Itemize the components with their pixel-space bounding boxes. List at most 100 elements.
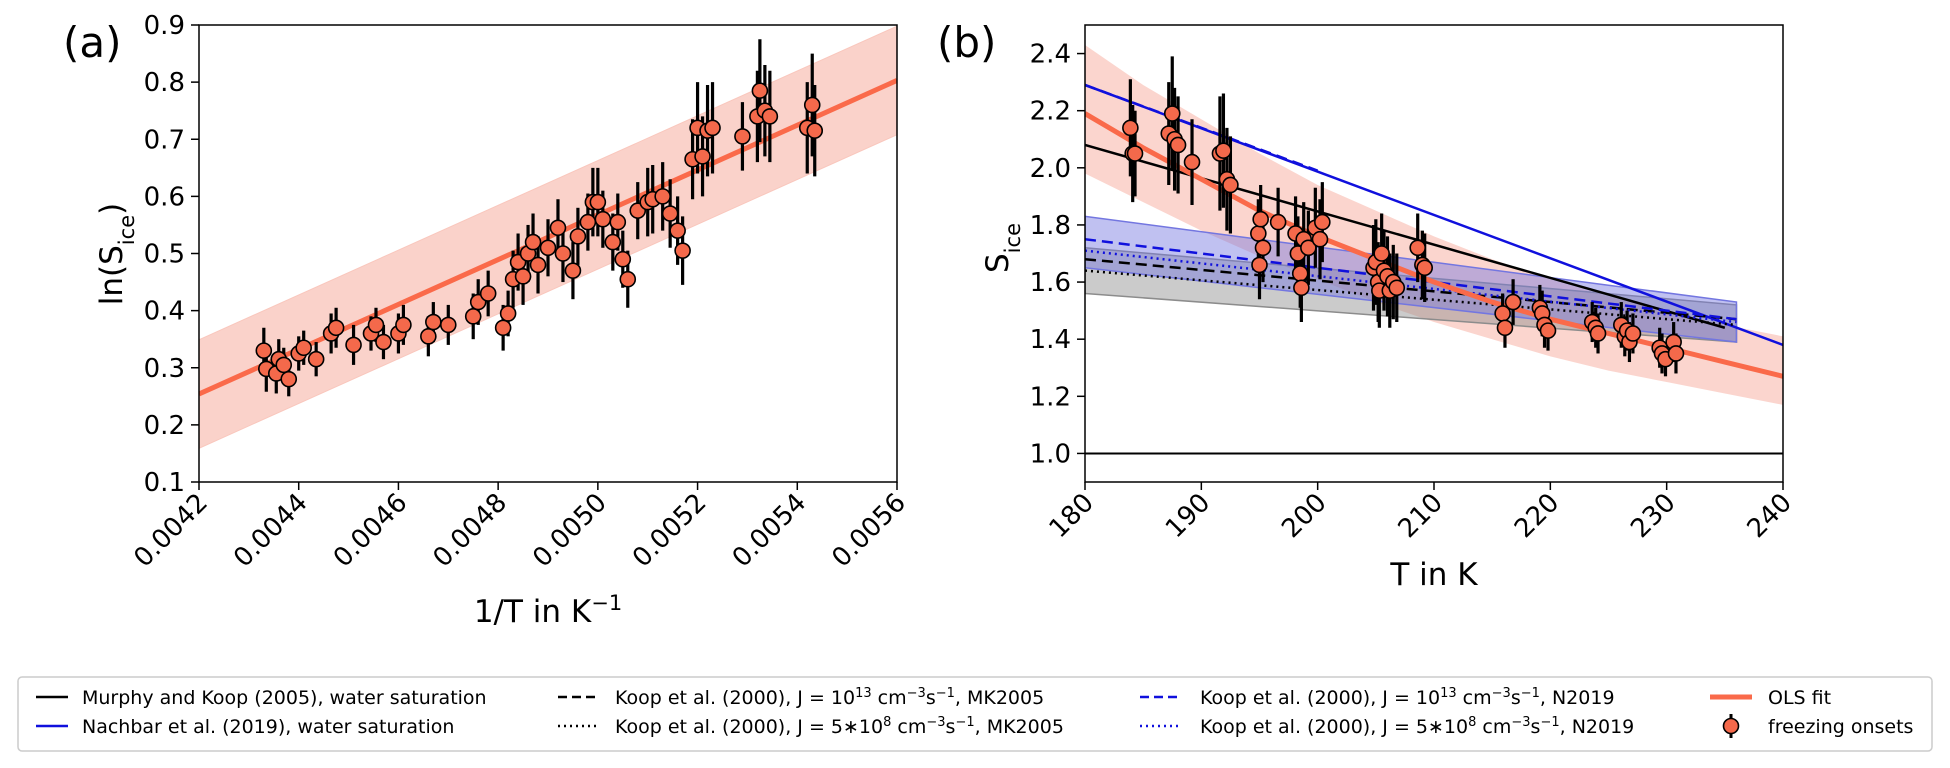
- y-tick-label: 2.0: [1030, 154, 1071, 184]
- legend-label-ols: OLS fit: [1768, 687, 1831, 709]
- data-point: [367, 316, 385, 334]
- data-point: [327, 319, 345, 337]
- y-tick-label: 0.7: [144, 125, 185, 155]
- data-point: [669, 222, 686, 239]
- data-point: [529, 256, 547, 274]
- data-point: [604, 233, 622, 251]
- data-point: [806, 122, 824, 139]
- data-point: [619, 270, 637, 288]
- y-tick-label: 0.8: [144, 68, 185, 98]
- data-point: [579, 213, 597, 231]
- data-point: [1311, 230, 1329, 248]
- data-point: [464, 308, 482, 325]
- data-point: [594, 210, 612, 228]
- data-point: [439, 316, 457, 334]
- data-point: [1539, 322, 1557, 339]
- x-tick-label: 0.0048: [428, 488, 514, 574]
- y-tick-label: 0.4: [144, 297, 185, 327]
- y-tick-label: 1.2: [1030, 382, 1071, 412]
- data-point: [1291, 265, 1309, 282]
- legend-label-onsets: freezing onsets: [1768, 716, 1913, 738]
- data-point: [1300, 239, 1317, 257]
- panel-b-x-ticks: 180 190 200 210 220 230 240: [1044, 482, 1798, 544]
- x-tick-label: 0.0052: [627, 488, 713, 574]
- x-tick-label: 0.0050: [527, 488, 613, 574]
- data-point: [1269, 213, 1287, 231]
- data-point: [1388, 279, 1406, 297]
- x-tick-label: 180: [1044, 488, 1100, 544]
- legend-frame: [17, 676, 1933, 752]
- legend-label-murphy: Murphy and Koop (2005), water saturation: [82, 687, 487, 709]
- data-point: [1163, 105, 1181, 122]
- legend-label-koop13mk: Koop et al. (2000), J = 1013 cm−3s−1, MK…: [615, 686, 1044, 710]
- x-tick-label: 210: [1393, 488, 1449, 544]
- x-tick-label: 0.0054: [727, 488, 813, 574]
- data-point: [1373, 245, 1390, 262]
- y-tick-label: 0.5: [144, 240, 185, 270]
- data-point: [1496, 319, 1514, 337]
- data-point: [1293, 279, 1310, 297]
- data-point: [564, 262, 582, 279]
- panel-b-y-axis-label: Sice: [980, 223, 1025, 273]
- legend-label-nachbar: Nachbar et al. (2019), water saturation: [82, 716, 454, 738]
- data-point: [1667, 345, 1685, 362]
- line-koop8n: [1085, 249, 1737, 324]
- data-point: [554, 245, 572, 262]
- line-koop8mk: [1085, 269, 1737, 327]
- panel-a-y-axis-label: ln(Sice): [94, 203, 139, 305]
- data-point: [420, 328, 437, 345]
- legend-item-koop13mk: Koop et al. (2000), J = 1013 cm−3s−1, MK…: [558, 686, 1044, 710]
- data-point: [694, 148, 711, 165]
- data-point: [751, 82, 769, 99]
- data-point: [734, 128, 751, 145]
- x-tick-label: 230: [1625, 488, 1681, 544]
- panel-a-data-points: [255, 39, 824, 397]
- data-point: [761, 108, 779, 125]
- x-tick-label: 0.0046: [328, 488, 414, 574]
- x-tick-label: 0.0044: [228, 488, 314, 574]
- data-point: [614, 250, 632, 268]
- data-point: [494, 319, 512, 337]
- panel-a-x-ticks: 0.0042 0.0044 0.0046 0.0048 0.0050 0.0052 0.00…: [128, 482, 912, 573]
- y-tick-label: 1.0: [1030, 439, 1071, 469]
- data-point: [609, 213, 627, 231]
- data-point: [1126, 145, 1144, 162]
- data-point: [803, 96, 821, 114]
- data-point: [255, 342, 273, 359]
- y-tick-label: 2.2: [1030, 97, 1071, 127]
- y-tick-label: 1.6: [1030, 268, 1071, 298]
- data-point: [1169, 136, 1187, 154]
- y-tick-label: 2.4: [1030, 40, 1071, 70]
- x-tick-label: 200: [1276, 488, 1332, 544]
- fit-confidence-band: [1085, 44, 1783, 405]
- panel-a-y-ticks: 0.1 0.2 0.3 0.4 0.5 0.6 0.7 0.8 0.9: [144, 11, 199, 498]
- panel-b-y-ticks: 1.0 1.2 1.4 1.6 1.8 2.0 2.2 2.4: [1030, 40, 1085, 469]
- data-point: [539, 239, 557, 257]
- legend-item-koop8n: Koop et al. (2000), J = 5∗108 cm−3s−1, N…: [1140, 715, 1634, 738]
- panel-a-label: (a): [63, 18, 122, 67]
- y-tick-label: 1.8: [1030, 211, 1071, 241]
- legend-label-koop8mk: Koop et al. (2000), J = 5∗108 cm−3s−1, M…: [615, 715, 1064, 739]
- panel-b-label: (b): [937, 18, 996, 67]
- data-point: [674, 242, 691, 259]
- data-point: [499, 305, 517, 322]
- data-point: [395, 316, 412, 334]
- legend-item-koop13n: Koop et al. (2000), J = 1013 cm−3s−1, N2…: [1140, 686, 1615, 709]
- data-point: [1416, 259, 1433, 277]
- legend-item-koop8mk: Koop et al. (2000), J = 5∗108 cm−3s−1, M…: [558, 715, 1064, 739]
- data-point: [1504, 293, 1522, 311]
- data-point: [479, 285, 497, 302]
- legend-item-nachbar: Nachbar et al. (2019), water saturation: [36, 716, 454, 738]
- data-point: [425, 313, 442, 331]
- data-point: [275, 356, 293, 374]
- data-point: [375, 333, 392, 351]
- data-point: [1250, 225, 1267, 242]
- y-tick-label: 0.9: [144, 11, 185, 41]
- data-point: [514, 268, 532, 285]
- data-point: [1183, 153, 1201, 171]
- y-tick-label: 1.4: [1030, 325, 1071, 355]
- data-point: [295, 339, 313, 357]
- panel-b-fit-band: [1085, 44, 1783, 405]
- panel-a-chart: (a) 0.10.20.30.40.50.60.70.80.9 0.0042 0.…: [63, 11, 912, 630]
- legend-item-murphy: Murphy and Koop (2005), water saturation: [36, 687, 487, 709]
